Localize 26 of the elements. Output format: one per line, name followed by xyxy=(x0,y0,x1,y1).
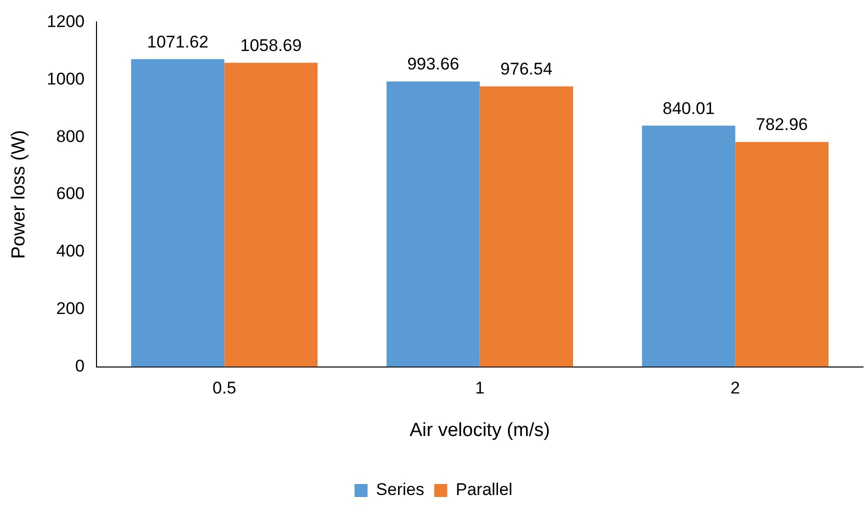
y-tick-label: 800 xyxy=(56,126,85,146)
data-label: 1071.62 xyxy=(147,32,208,52)
bar xyxy=(735,142,829,367)
data-label: 993.66 xyxy=(407,54,460,74)
legend-label: Series xyxy=(376,480,424,500)
y-tick-label: 1200 xyxy=(46,12,85,31)
y-axis-title: Power loss (W) xyxy=(8,130,30,259)
x-tick-label: 0.5 xyxy=(212,378,236,398)
legend-label: Parallel xyxy=(456,480,512,500)
data-label: 840.01 xyxy=(662,98,715,118)
x-tick-label: 1 xyxy=(475,378,485,398)
y-tick-label: 400 xyxy=(56,242,85,261)
data-label: 782.96 xyxy=(756,115,808,134)
data-label: 976.54 xyxy=(500,60,552,79)
bar xyxy=(224,62,318,367)
y-tick-label: 200 xyxy=(56,299,85,318)
y-tick-label: 600 xyxy=(56,184,85,204)
y-tick-label: 1000 xyxy=(46,69,85,88)
bar xyxy=(386,81,480,367)
x-tick-label: 2 xyxy=(730,378,740,398)
data-label: 1058.69 xyxy=(240,36,302,55)
bar xyxy=(642,126,736,367)
bar xyxy=(131,59,224,367)
y-tick-label: 0 xyxy=(75,356,85,376)
x-axis-title: Air velocity (m/s) xyxy=(410,420,550,441)
bar xyxy=(480,86,574,367)
